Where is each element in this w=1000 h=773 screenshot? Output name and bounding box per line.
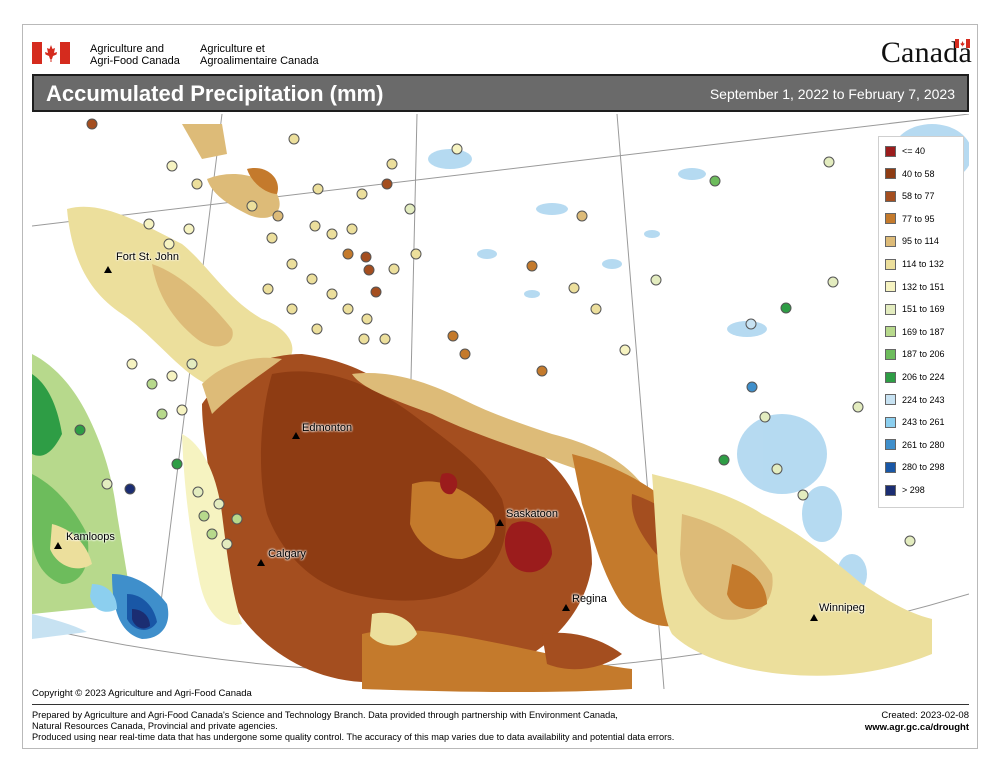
legend-swatch bbox=[885, 394, 896, 406]
legend-item: > 298 bbox=[885, 482, 965, 498]
legend-label: 58 to 77 bbox=[902, 191, 935, 202]
date-range: September 1, 2022 to February 7, 2023 bbox=[709, 86, 955, 102]
legend-label: 132 to 151 bbox=[902, 281, 945, 292]
copyright: Copyright © 2023 Agriculture and Agri-Fo… bbox=[32, 688, 252, 699]
footer-divider bbox=[32, 704, 969, 705]
legend-item: 58 to 77 bbox=[885, 188, 965, 204]
legend-item: 151 to 169 bbox=[885, 301, 965, 317]
legend-swatch bbox=[885, 145, 896, 157]
legend-item: 132 to 151 bbox=[885, 279, 965, 295]
precipitation-map: Fort St. John Edmonton Saskatoon Kamloop… bbox=[32, 114, 969, 702]
legend-item: 243 to 261 bbox=[885, 414, 965, 430]
legend-item: 261 to 280 bbox=[885, 437, 965, 453]
legend-swatch bbox=[885, 281, 896, 293]
created-date: Created: 2023-02-08 bbox=[881, 710, 969, 721]
legend-label: 169 to 187 bbox=[902, 326, 945, 337]
source-url[interactable]: www.agr.gc.ca/drought bbox=[864, 722, 969, 733]
legend-label: 40 to 58 bbox=[902, 168, 935, 179]
legend-item: <= 40 bbox=[885, 143, 965, 159]
city-label-edmonton: Edmonton bbox=[302, 422, 353, 434]
legend-item: 40 to 58 bbox=[885, 166, 965, 182]
legend-label: 261 to 280 bbox=[902, 439, 945, 450]
legend-item: 280 to 298 bbox=[885, 459, 965, 475]
city-label-kamloops: Kamloops bbox=[66, 531, 115, 543]
legend-swatch bbox=[885, 213, 896, 225]
department-name-english: Agriculture and Agri-Food Canada bbox=[90, 43, 180, 67]
legend-item: 206 to 224 bbox=[885, 369, 965, 385]
legend-item: 187 to 206 bbox=[885, 346, 965, 362]
department-name-french: Agriculture et Agroalimentaire Canada bbox=[200, 43, 319, 67]
legend-label: > 298 bbox=[902, 485, 925, 495]
legend-label: 243 to 261 bbox=[902, 417, 945, 428]
legend-label: 95 to 114 bbox=[902, 236, 939, 247]
legend: <= 40 40 to 58 58 to 77 77 to 95 95 to 114 11… bbox=[878, 136, 964, 508]
legend-label: 206 to 224 bbox=[902, 372, 945, 382]
city-label-saskatoon: Saskatoon bbox=[506, 508, 558, 520]
legend-swatch bbox=[885, 416, 896, 428]
legend-item: 77 to 95 bbox=[885, 211, 965, 227]
city-label-calgary: Calgary bbox=[268, 548, 306, 560]
legend-item: 114 to 132 bbox=[885, 256, 965, 272]
map-canvas bbox=[32, 114, 969, 702]
legend-swatch bbox=[885, 190, 896, 202]
canada-flag-icon bbox=[32, 42, 70, 64]
title-bar: Accumulated Precipitation (mm) September… bbox=[32, 74, 969, 112]
legend-swatch bbox=[885, 461, 896, 473]
legend-label: 77 to 95 bbox=[902, 213, 935, 224]
legend-swatch bbox=[885, 326, 896, 338]
city-label-fort-st-john: Fort St. John bbox=[116, 251, 179, 263]
legend-swatch bbox=[885, 484, 896, 496]
legend-label: 114 to 132 bbox=[902, 259, 944, 269]
legend-swatch bbox=[885, 168, 896, 180]
wordmark-flag-icon bbox=[955, 39, 970, 48]
city-label-winnipeg: Winnipeg bbox=[819, 602, 865, 614]
footer-note-line2: Natural Resources Canada, Provincial and… bbox=[32, 721, 278, 731]
legend-label: 280 to 298 bbox=[902, 462, 945, 473]
city-label-regina: Regina bbox=[572, 593, 607, 605]
legend-item: 169 to 187 bbox=[885, 324, 965, 340]
legend-swatch bbox=[885, 258, 896, 270]
legend-label: <= 40 bbox=[902, 146, 926, 156]
footer-note-line1: Prepared by Agriculture and Agri-Food Ca… bbox=[32, 710, 618, 720]
legend-label: 187 to 206 bbox=[902, 349, 945, 360]
legend-swatch bbox=[885, 303, 896, 315]
legend-swatch bbox=[885, 348, 896, 360]
legend-item: 224 to 243 bbox=[885, 392, 965, 408]
legend-label: 151 to 169 bbox=[902, 304, 945, 315]
legend-item: 95 to 114 bbox=[885, 233, 965, 249]
header: Agriculture and Agri-Food Canada Agricul… bbox=[32, 36, 972, 72]
legend-label: 224 to 243 bbox=[902, 394, 945, 405]
legend-swatch bbox=[885, 371, 896, 383]
map-title: Accumulated Precipitation (mm) bbox=[46, 81, 384, 106]
footer-note-line3: Produced using near real-time data that … bbox=[32, 732, 675, 742]
legend-swatch bbox=[885, 439, 896, 451]
legend-swatch bbox=[885, 235, 896, 247]
